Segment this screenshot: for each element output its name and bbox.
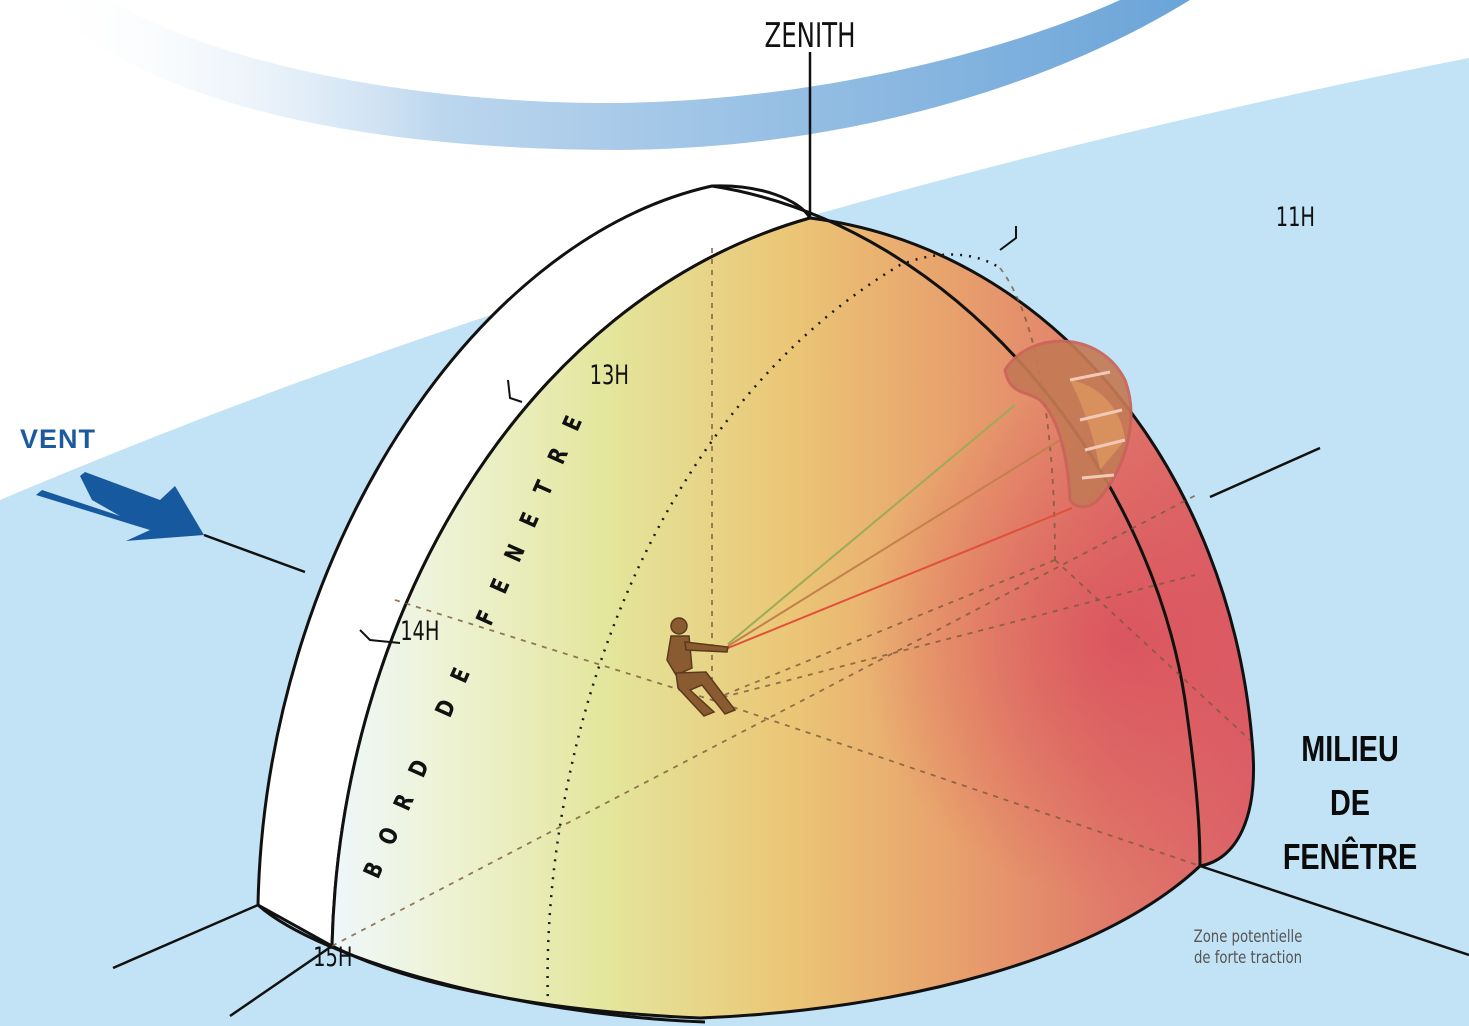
ground-axes — [112, 446, 1469, 1018]
kite-lines — [727, 404, 1073, 649]
zenith-meridian — [711, 184, 1202, 867]
kiter-icon — [666, 617, 737, 717]
hour-14-label: 14H — [400, 615, 439, 647]
hour-11-label: 11H — [1276, 201, 1315, 233]
kite-icon — [1003, 339, 1133, 509]
dashed-guides — [331, 248, 1251, 947]
dome-base-shell-edge — [257, 903, 706, 1024]
cloud-band — [40, 0, 1190, 150]
dome-outline — [330, 216, 1255, 1020]
wind-arrow-icon — [36, 472, 204, 541]
hour-leaders — [359, 226, 1017, 644]
zenith-label: ZENITH — [764, 16, 855, 55]
hour-15-label: 15H — [313, 941, 352, 973]
traction-zone-label-line1: Zone potentielle — [1194, 926, 1303, 946]
traction-zone-label-line2: de forte traction — [1194, 947, 1302, 967]
window-center-label-line1: MILIEU — [1301, 728, 1399, 769]
window-center-label-line2: DE — [1330, 782, 1370, 823]
dotted-guides — [546, 253, 1001, 1006]
hour-13-label: 13H — [590, 359, 629, 391]
window-center-label-line3: FENÊTRE — [1283, 836, 1417, 877]
wind-label: VENT — [20, 424, 96, 454]
